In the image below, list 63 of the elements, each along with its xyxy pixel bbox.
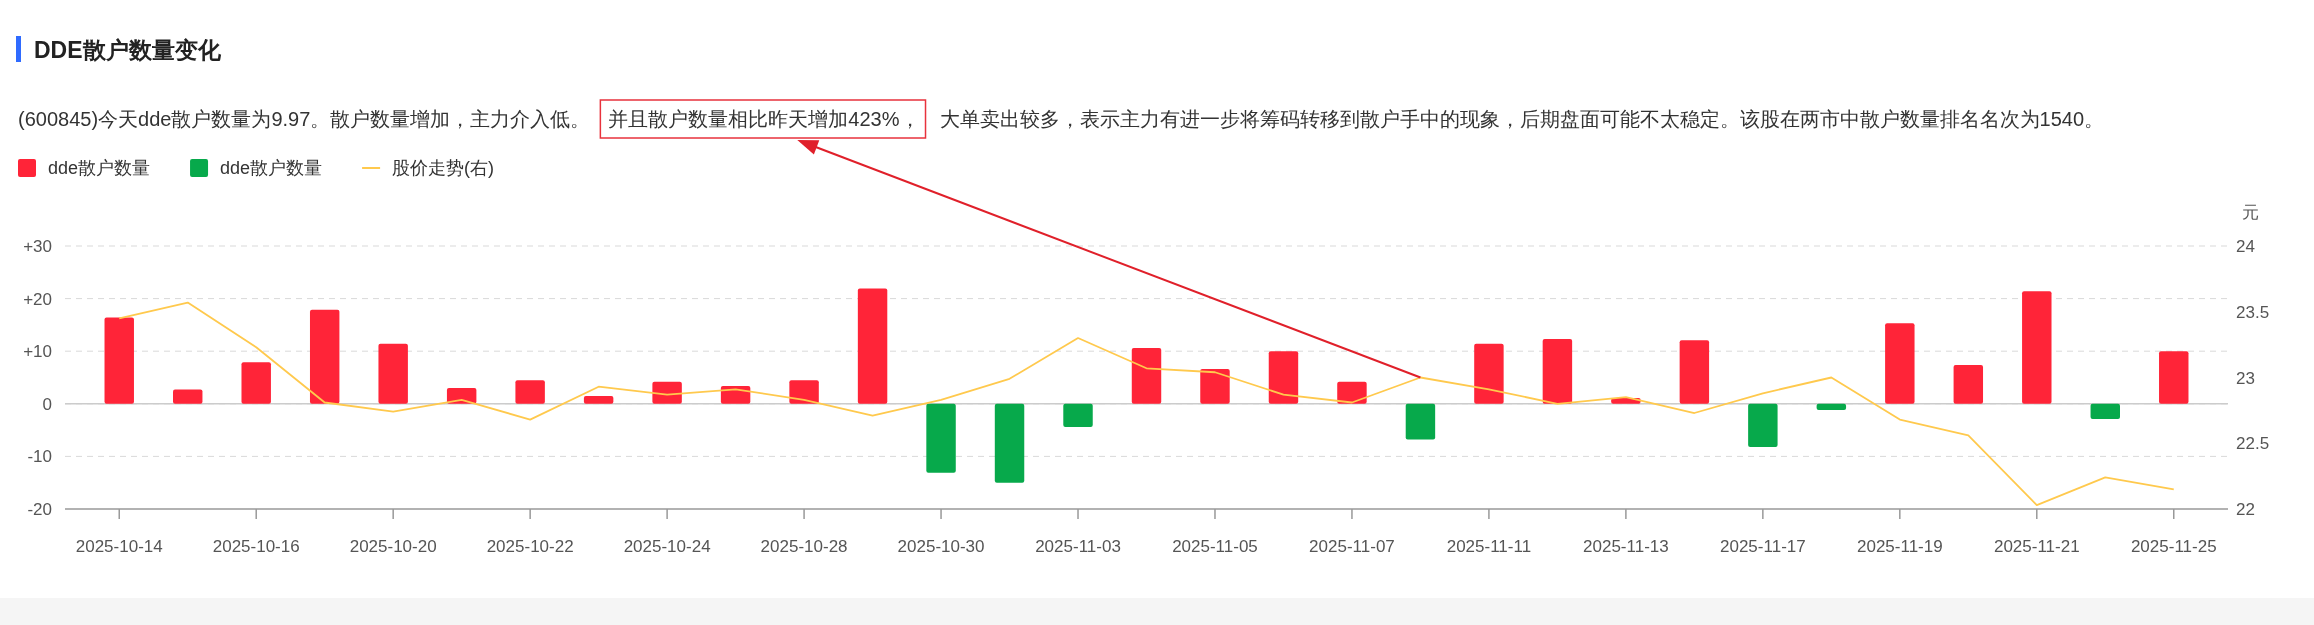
bar [1816, 403, 1847, 411]
bar [1268, 351, 1299, 404]
text: 大单卖出较多，表示主力有进一步将筹码转移到散户手中的现象，后期盘面可能不太稳定。该股在两市中散户数量排名名次为1540。 [939, 108, 2105, 130]
chart-title: DDE散户数量变化 [34, 37, 222, 63]
x-tick-label: 2025-11-03 [1035, 537, 1121, 556]
bar [2022, 291, 2052, 404]
legend-label: dde散户数量 [220, 158, 323, 178]
bar [1405, 403, 1436, 440]
x-tick-label: 2025-11-07 [1309, 537, 1395, 556]
bar [2090, 403, 2120, 420]
bar [857, 288, 888, 404]
y2-tick-label: 23.5 [2236, 302, 2270, 322]
y2-tick-label: 24 [2236, 237, 2255, 256]
y-tick-label: +30 [23, 237, 52, 256]
bar [378, 343, 408, 404]
x-tick-label: 2025-10-28 [760, 537, 848, 556]
bar [241, 362, 271, 404]
x-tick-label: 2025-10-16 [212, 537, 300, 556]
bar [173, 389, 203, 404]
y-tick-label: 0 [42, 394, 52, 414]
chart-subtitle: (600845)今天dde散户数量为9.97。散户数量增加，主力介入低。 [18, 108, 591, 130]
y-tick-label: -10 [27, 447, 52, 467]
legend-label: 股价走势(右) [392, 158, 495, 178]
bar [1131, 348, 1162, 404]
bar [1748, 403, 1778, 447]
y2-tick-label: 23 [2236, 368, 2255, 388]
bar [2159, 351, 2189, 404]
bar [1063, 403, 1093, 427]
y-tick-label: -20 [27, 500, 52, 519]
bar [926, 403, 956, 473]
bar [515, 380, 545, 404]
x-tick-label: 2025-10-20 [349, 537, 437, 556]
bar [1337, 381, 1367, 404]
bar [789, 380, 819, 404]
bar [1953, 364, 1984, 404]
bar [1200, 369, 1230, 404]
bar [1885, 323, 1915, 404]
bar [1679, 340, 1710, 404]
bar [1474, 343, 1504, 404]
x-tick-label: 2025-11-13 [1583, 537, 1669, 556]
x-tick-label: 2025-10-24 [623, 537, 711, 556]
x-tick-label: 2025-11-17 [1720, 537, 1806, 556]
bar [309, 309, 340, 404]
bar [583, 395, 614, 404]
y2-tick-label: 22 [2236, 500, 2255, 519]
x-tick-label: 2025-10-22 [486, 537, 574, 556]
x-tick-label: 2025-11-11 [1446, 537, 1532, 556]
y-tick-label: +10 [23, 342, 52, 362]
y-tick-label: +20 [23, 289, 52, 309]
x-tick-label: 2025-11-05 [1172, 537, 1258, 556]
text: 并且散户数量相比昨天增加423%， [608, 108, 920, 130]
legend-label: dde散户数量 [48, 158, 151, 178]
bar [1542, 339, 1573, 404]
x-tick-label: 2025-10-30 [897, 537, 985, 556]
x-tick-label: 2025-11-19 [1856, 537, 1943, 556]
bar [104, 317, 134, 404]
bar [994, 403, 1025, 483]
x-tick-label: 2025-10-14 [75, 537, 163, 556]
y2-tick-label: 22.5 [2236, 434, 2270, 454]
bar [652, 381, 682, 404]
y2-axis-title: 元 [2242, 203, 2259, 222]
x-tick-label: 2025-11-25 [2130, 537, 2217, 556]
x-tick-label: 2025-11-21 [1993, 537, 2080, 556]
